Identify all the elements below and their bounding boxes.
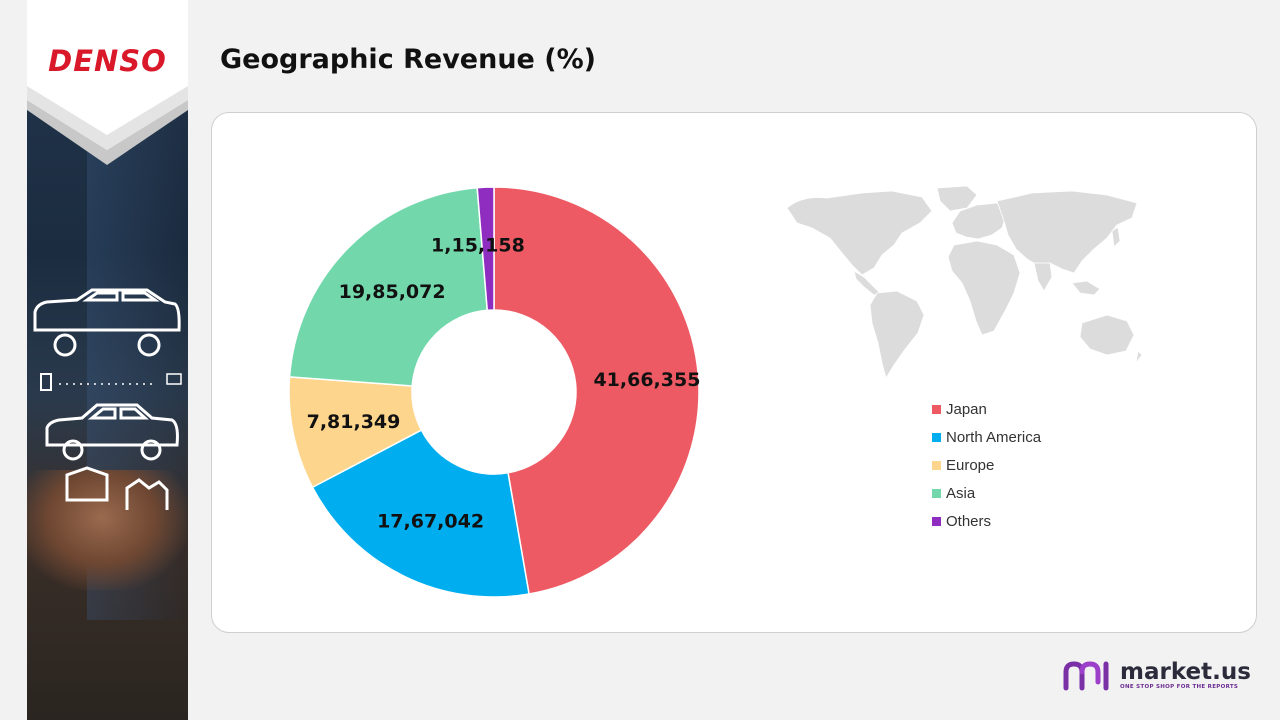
market-us-logo: market.us ONE STOP SHOP FOR THE REPORTS (1062, 658, 1251, 692)
legend-label: Others (946, 512, 992, 530)
chart-legend: Japan North America Europe Asia Others (932, 395, 1041, 535)
legend-item-europe: Europe (932, 451, 1041, 479)
legend-item-north-america: North America (932, 423, 1041, 451)
slice-label: 19,85,072 (339, 281, 446, 303)
world-map (786, 185, 1142, 380)
slice-label: 1,15,158 (431, 235, 525, 257)
slice-north-america (311, 429, 530, 598)
legend-item-asia: Asia (932, 479, 1041, 507)
legend-swatch (932, 432, 941, 442)
chart-card: 41,66,355 17,67,042 7,81,349 19,85,072 1,15,… (211, 112, 1257, 633)
legend-swatch (932, 404, 941, 414)
legend-swatch (932, 516, 941, 526)
legend-label: Europe (946, 456, 995, 474)
slice-label: 41,66,355 (593, 369, 700, 391)
slice-others (476, 186, 495, 312)
legend-swatch (932, 460, 941, 470)
page-title: Geographic Revenue (%) (220, 44, 596, 75)
denso-logo: DENSO (48, 44, 167, 78)
slice-asia (288, 186, 489, 387)
slice-label: 7,81,349 (307, 411, 401, 433)
legend-label: Asia (946, 484, 976, 502)
slice-japan (493, 186, 700, 595)
legend-label: Japan (946, 400, 987, 418)
brand-name: market.us (1120, 659, 1251, 685)
legend-item-japan: Japan (932, 395, 1041, 423)
brand-tagline: ONE STOP SHOP FOR THE REPORTS (1120, 684, 1239, 690)
donut-chart: 41,66,355 17,67,042 7,81,349 19,85,072 1,15,… (288, 186, 700, 598)
market-us-icon (1063, 661, 1109, 691)
car-icons (33, 288, 182, 510)
legend-label: North America (946, 428, 1042, 446)
legend-item-others: Others (932, 507, 1041, 535)
logo-banner: DENSO (27, 0, 188, 165)
slice-label: 17,67,042 (377, 511, 484, 533)
legend-swatch (932, 488, 941, 498)
